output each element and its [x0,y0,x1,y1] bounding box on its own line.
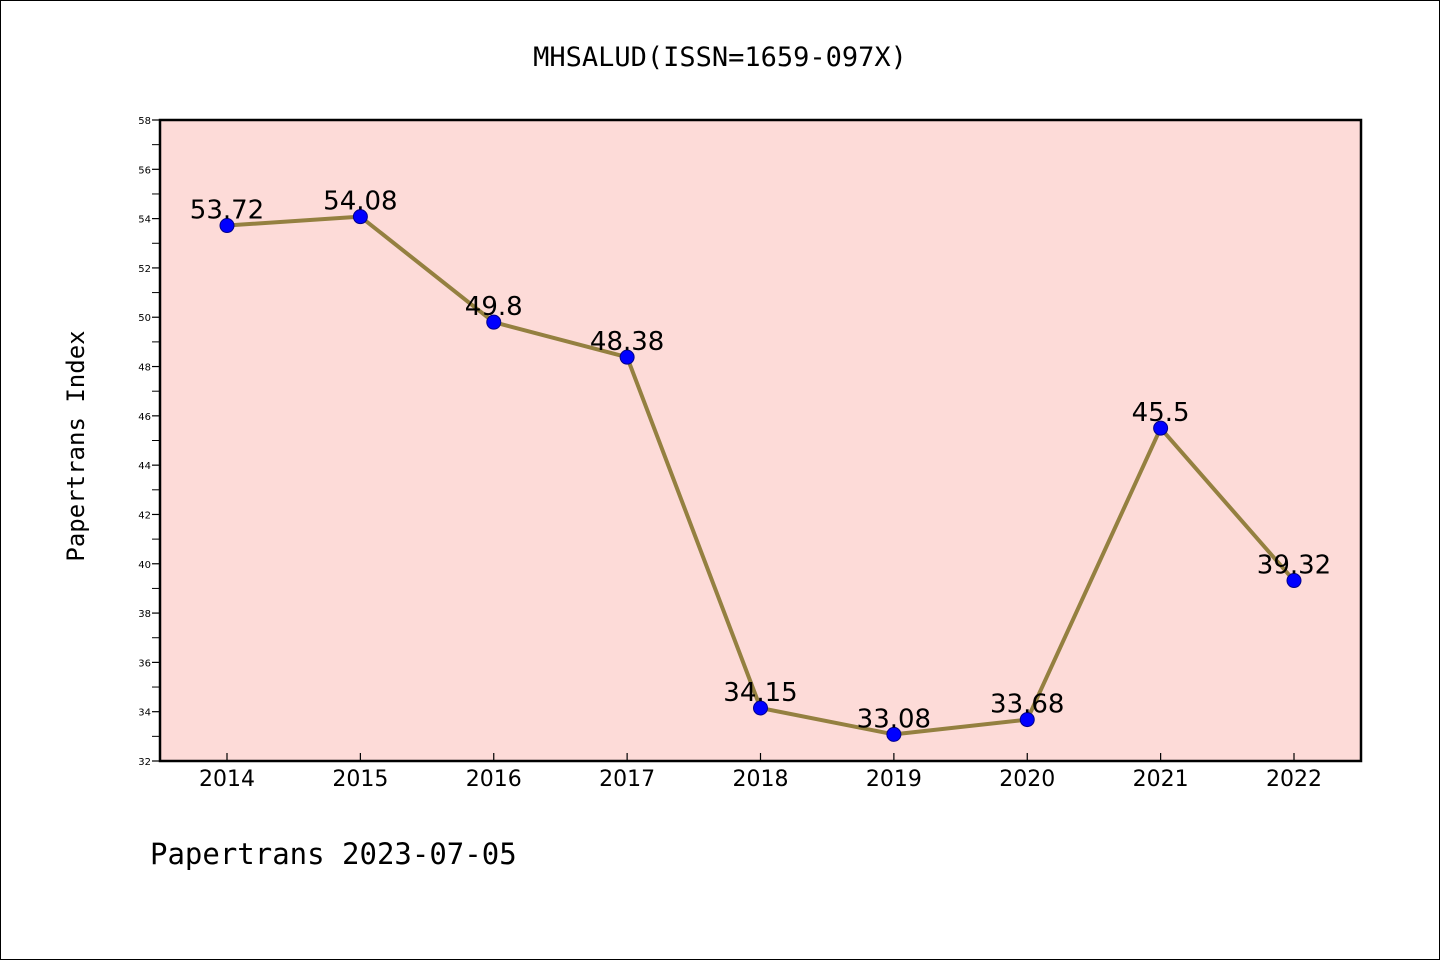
data-point-marker [1019,712,1035,728]
x-axis: 2014 2015 2016 2017 2018 2019 2020 2021 2022 [199,753,1322,792]
y-tick-label: 46 [138,412,151,423]
y-tick-label: 32 [138,757,151,768]
y-tick-label: 54 [138,215,151,226]
data-value-label: 33.08 [857,704,931,734]
x-tick-label: 2020 [999,767,1055,792]
data-value-label: 53.72 [190,196,264,226]
data-point-marker [486,314,502,330]
x-tick-label: 2016 [466,767,522,792]
data-point-marker [1153,420,1169,436]
data-value-label: 39.32 [1257,551,1331,581]
plot-area [158,118,1363,763]
data-point-marker [619,349,635,365]
y-tick-label: 58 [138,116,151,127]
data-value-label: 34.15 [723,678,797,708]
data-value-label: 45.5 [1132,398,1190,428]
y-tick-label: 38 [138,609,151,620]
x-tick-label: 2014 [199,767,255,792]
chart-title: MHSALUD(ISSN=1659-097X) [533,42,907,73]
y-tick-label: 56 [138,165,151,176]
data-point-marker [886,726,902,742]
y-axis: 32 34 36 38 40 42 44 46 48 50 52 54 56 58 [138,116,160,768]
y-tick-label: 48 [138,363,151,374]
x-tick-label: 2021 [1133,767,1189,792]
x-tick-label: 2022 [1266,767,1322,792]
data-value-label: 48.38 [590,327,664,357]
data-value-label: 33.68 [990,690,1064,720]
data-markers [219,209,1302,742]
data-value-labels: 53.72 54.08 49.8 48.38 34.15 33.08 33.68 45.5 39… [190,187,1331,735]
y-tick-label: 42 [138,510,151,521]
data-point-marker [1286,573,1302,589]
data-value-label: 54.08 [323,187,397,217]
footer-credit: Papertrans 2023-07-05 [150,837,517,871]
data-point-marker [219,218,235,234]
x-tick-label: 2015 [332,767,388,792]
data-value-label: 49.8 [465,292,523,322]
x-tick-label: 2019 [866,767,922,792]
x-tick-label: 2018 [733,767,789,792]
data-point-marker [352,209,368,225]
y-tick-label: 52 [138,264,151,275]
y-tick-label: 50 [138,313,151,324]
y-tick-label: 34 [138,708,151,719]
y-tick-label: 44 [138,461,151,472]
data-point-marker [753,700,768,716]
y-tick-label: 40 [138,560,151,571]
x-tick-label: 2017 [599,767,655,792]
y-tick-label: 36 [138,658,151,669]
y-axis-label: Papertrans Index [62,330,90,561]
